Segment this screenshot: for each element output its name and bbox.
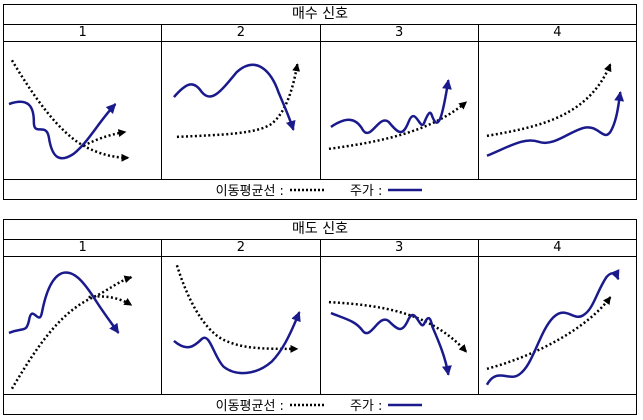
buy-signal-table: 매수 신호 1 2 3 4 <box>3 4 637 200</box>
price-line <box>8 271 120 335</box>
legend-ma-label: 이동평균선 : <box>215 399 284 414</box>
legend-price-label: 주가 : <box>349 184 383 199</box>
buy-column-headers: 1 2 3 4 <box>4 25 636 42</box>
buy-chart-1 <box>8 59 130 162</box>
price-line <box>173 63 296 131</box>
sell-diagram-2 <box>162 257 321 394</box>
sell-col-2-header: 2 <box>162 240 321 256</box>
sell-chart-3 <box>328 300 467 376</box>
legend-price-label: 주가 : <box>349 399 383 414</box>
price-line <box>329 311 452 376</box>
legend-solid-line-icon <box>388 403 423 406</box>
legend-solid-line-icon <box>388 188 423 191</box>
legend-dotted-line-icon <box>289 403 324 406</box>
moving-average-line <box>83 129 127 147</box>
buy-chart-4 <box>486 63 624 157</box>
price-line <box>329 79 452 134</box>
sell-col-1-header: 1 <box>4 240 163 256</box>
legend-price: 주가 : <box>350 180 424 199</box>
legend-price: 주가 : <box>350 395 424 414</box>
price-line <box>485 269 620 386</box>
price-line <box>173 311 301 375</box>
sell-chart-1 <box>8 271 133 390</box>
moving-average-line <box>88 295 133 307</box>
sell-column-headers: 1 2 3 4 <box>4 240 636 257</box>
sell-diagram-4 <box>479 257 636 394</box>
moving-average-line <box>177 63 301 139</box>
price-line <box>8 100 117 160</box>
buy-diagram-row <box>4 42 636 180</box>
legend-dotted-line-icon <box>289 188 324 191</box>
moving-average-line <box>10 59 130 162</box>
sell-col-4-header: 4 <box>553 240 562 255</box>
moving-average-line <box>486 296 612 370</box>
buy-diagram-3 <box>321 42 479 179</box>
sell-legend: 이동평균선 : 주가 : <box>4 395 636 414</box>
sell-signal-table: 매도 신호 1 2 3 4 <box>3 219 637 415</box>
moving-average-line <box>486 63 612 138</box>
buy-chart-3 <box>328 79 467 151</box>
buy-diagram-2 <box>162 42 321 179</box>
sell-col-3-header: 3 <box>321 240 479 256</box>
buy-col-2-header: 2 <box>162 25 321 41</box>
buy-legend: 이동평균선 : 주가 : <box>4 180 636 199</box>
sell-diagram-1 <box>4 257 163 394</box>
legend-moving-average: 이동평균선 : <box>216 395 326 414</box>
buy-chart-2 <box>173 63 301 139</box>
buy-col-1-header: 1 <box>4 25 163 41</box>
moving-average-line <box>10 275 133 390</box>
sell-chart-4 <box>485 269 620 386</box>
moving-average-line <box>328 101 467 151</box>
buy-col-4-header: 4 <box>553 25 562 40</box>
legend-ma-label: 이동평균선 : <box>215 184 284 199</box>
sell-signal-title: 매도 신호 <box>4 220 636 240</box>
buy-diagram-1 <box>4 42 163 179</box>
sell-diagram-3 <box>321 257 479 394</box>
buy-col-3-header: 3 <box>321 25 479 41</box>
price-line <box>486 91 624 157</box>
buy-signal-title: 매수 신호 <box>4 5 636 25</box>
buy-diagram-4 <box>479 42 636 179</box>
sell-chart-2 <box>173 264 301 375</box>
sell-diagram-row <box>4 257 636 395</box>
legend-moving-average: 이동평균선 : <box>216 180 326 199</box>
moving-average-line <box>175 264 299 353</box>
